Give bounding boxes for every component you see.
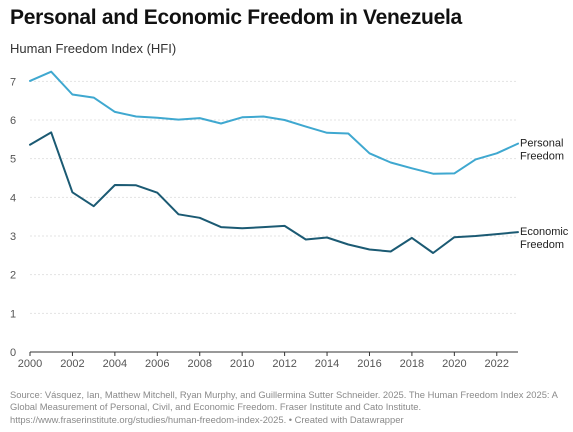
y-tick-label-7: 7 <box>10 76 16 88</box>
chart-title: Personal and Economic Freedom in Venezue… <box>10 6 462 29</box>
x-tick-label-2006: 2006 <box>145 358 169 370</box>
y-tick-label-1: 1 <box>10 308 16 320</box>
x-tick-label-2020: 2020 <box>442 358 466 370</box>
y-tick-label-5: 5 <box>10 154 16 166</box>
series-line-economic-freedom <box>29 131 519 254</box>
x-tick-label-2000: 2000 <box>18 358 42 370</box>
series-line-personal-freedom <box>29 70 519 175</box>
series-label-line: Freedom <box>520 239 564 251</box>
y-tick-label-6: 6 <box>10 115 16 127</box>
y-tick-label-4: 4 <box>10 192 16 204</box>
x-tick-label-2018: 2018 <box>400 358 424 370</box>
line-chart: 0 1 2 3 4 5 6 7 2000 2002 2004 2006 2008 2010 2012 2014… <box>10 70 569 370</box>
x-tick-label-2014: 2014 <box>315 358 339 370</box>
y-tick-label-0: 0 <box>10 347 16 359</box>
x-tick-label-2004: 2004 <box>103 358 127 370</box>
y-tick-label-2: 2 <box>10 270 16 282</box>
chart-subtitle: Human Freedom Index (HFI) <box>10 41 177 56</box>
x-tick-label-2010: 2010 <box>230 358 254 370</box>
x-tick-label-2012: 2012 <box>272 358 296 370</box>
x-tick-label-2002: 2002 <box>60 358 84 370</box>
series-label-line: Personal <box>520 138 563 150</box>
x-tick-label-2022: 2022 <box>485 358 509 370</box>
series-label-personal-freedom: Personal Freedom <box>520 138 564 163</box>
series-label-economic-freedom: Economic Freedom <box>520 226 569 251</box>
y-tick-label-3: 3 <box>10 231 16 243</box>
x-tick-label-2008: 2008 <box>187 358 211 370</box>
source-note: Source: Vásquez, Ian, Matthew Mitchell, … <box>10 389 558 425</box>
series-label-line: Economic <box>520 226 569 238</box>
series-label-line: Freedom <box>520 151 564 163</box>
x-tick-label-2016: 2016 <box>357 358 381 370</box>
